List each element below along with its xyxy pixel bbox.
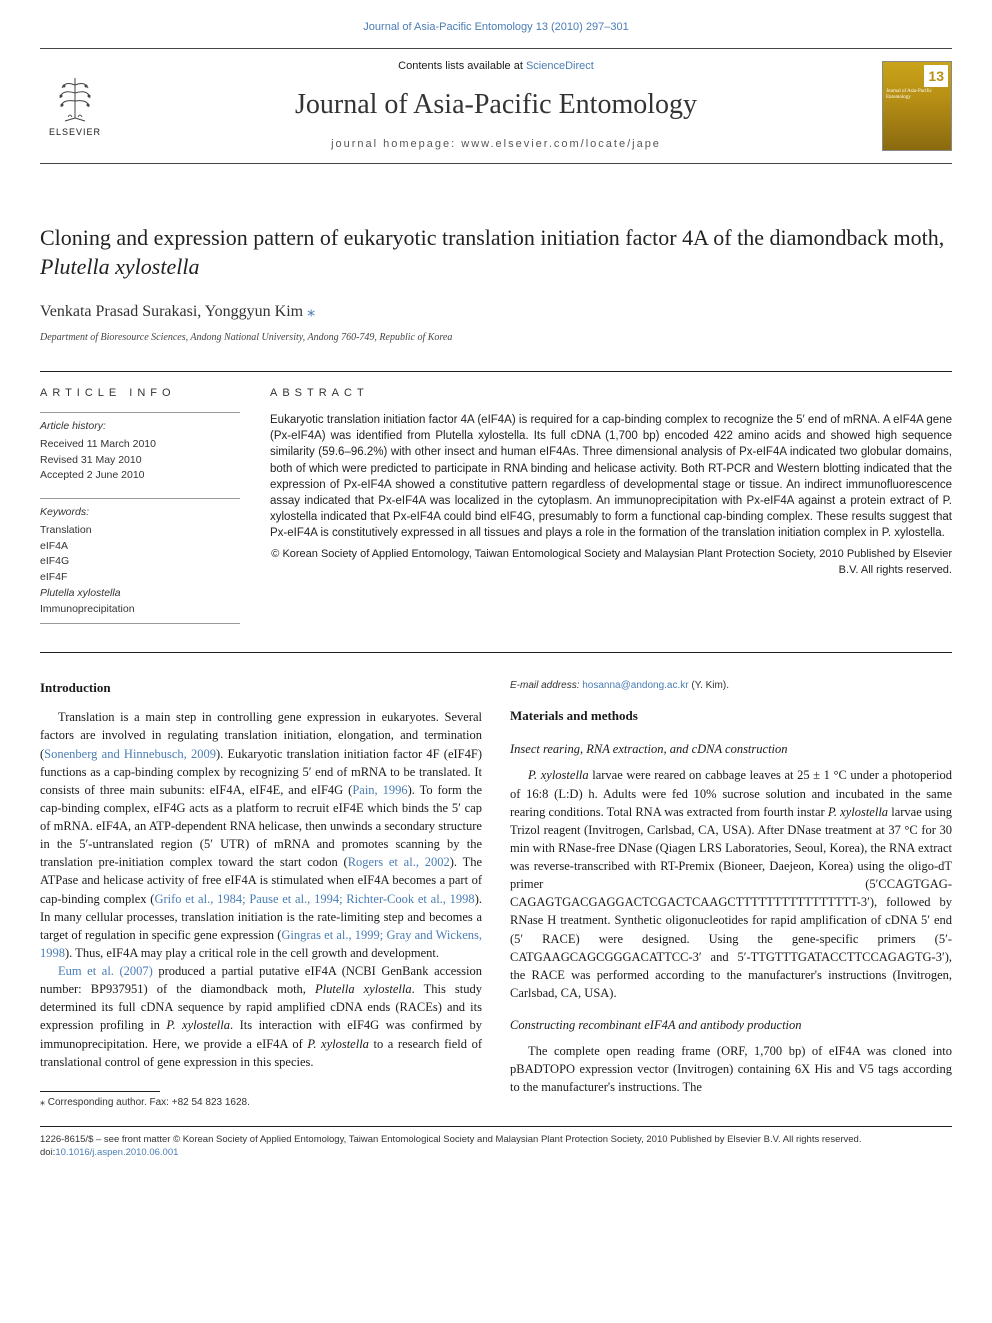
methods-sub2-paragraph: The complete open reading frame (ORF, 1,…: [510, 1042, 952, 1096]
article-info-heading: ARTICLE INFO: [40, 386, 240, 402]
bottom-metadata: 1226-8615/$ – see front matter © Korean …: [40, 1126, 952, 1160]
doi-prefix: doi:: [40, 1147, 55, 1158]
keyword-6: Immunoprecipitation: [40, 602, 240, 618]
front-matter-line: 1226-8615/$ – see front matter © Korean …: [40, 1133, 952, 1146]
info-abstract-row: ARTICLE INFO Article history: Received 1…: [40, 371, 952, 638]
ref-rogers[interactable]: Rogers et al., 2002: [348, 855, 450, 869]
footnote-email-line: E-mail address: hosanna@andong.ac.kr (Y.…: [510, 679, 952, 693]
keyword-1: Translation: [40, 523, 240, 539]
article-history-block: Article history: Received 11 March 2010 …: [40, 412, 240, 484]
keyword-4: eIF4F: [40, 570, 240, 586]
elsevier-logo: ELSEVIER: [40, 66, 110, 146]
sub1-species1: P. xylostella: [528, 768, 589, 782]
contents-prefix: Contents lists available at: [398, 60, 526, 72]
doi-line: doi:10.1016/j.aspen.2010.06.001: [40, 1146, 952, 1159]
intro-p2-species2: P. xylostella: [166, 1018, 230, 1032]
email-suffix: (Y. Kim).: [689, 680, 729, 691]
sub1-p1b: larvae using Trizol reagent (Invitrogen,…: [510, 805, 952, 1000]
cover-issue-number: 13: [924, 65, 948, 87]
intro-p2d: cipitation. Here, we provide a eIF4A of: [98, 1037, 308, 1051]
footnote-rule: [40, 1091, 160, 1092]
history-revised: Revised 31 May 2010: [40, 453, 240, 469]
abstract-heading: ABSTRACT: [270, 386, 952, 402]
journal-header-banner: ELSEVIER Contents lists available at Sci…: [40, 48, 952, 164]
methods-heading: Materials and methods: [510, 707, 952, 726]
abstract-column: ABSTRACT Eukaryotic translation initiati…: [270, 386, 952, 638]
keyword-5: Plutella xylostella: [40, 586, 240, 602]
intro-paragraph-1: Translation is a main step in controllin…: [40, 708, 482, 962]
footnote-corr: ⁎ Corresponding author. Fax: +82 54 823 …: [40, 1096, 482, 1110]
keyword-3: eIF4G: [40, 554, 240, 570]
banner-center: Contents lists available at ScienceDirec…: [126, 59, 866, 153]
journal-cover-thumbnail: 13 Journal of Asia-Pacific Entomology: [882, 61, 952, 151]
author-1: Venkata Prasad Surakasi: [40, 303, 197, 320]
keywords-block: Keywords: Translation eIF4A eIF4G eIF4F …: [40, 498, 240, 624]
authors-line: Venkata Prasad Surakasi, Yonggyun Kim ⁎: [40, 300, 952, 323]
ref-pain[interactable]: Pain, 1996: [352, 783, 407, 797]
elsevier-text: ELSEVIER: [49, 126, 101, 139]
methods-sub2-heading: Constructing recombinant eIF4A and antib…: [510, 1016, 952, 1034]
section-divider: [40, 652, 952, 653]
history-accepted: Accepted 2 June 2010: [40, 468, 240, 484]
abstract-copyright: © Korean Society of Applied Entomology, …: [270, 547, 952, 579]
intro-paragraph-2: Eum et al. (2007) produced a partial put…: [40, 962, 482, 1071]
abstract-text: Eukaryotic translation initiation factor…: [270, 412, 952, 541]
history-received: Received 11 March 2010: [40, 437, 240, 453]
ref-sonenberg[interactable]: Sonenberg and Hinnebusch, 2009: [44, 747, 216, 761]
intro-p2-species3: P. xylostella: [307, 1037, 369, 1051]
contents-available-line: Contents lists available at ScienceDirec…: [126, 59, 866, 75]
title-species: Plutella xylostella: [40, 254, 199, 279]
author-sep: ,: [197, 303, 204, 320]
ref-eum[interactable]: Eum et al. (2007): [58, 964, 153, 978]
doi-link[interactable]: 10.1016/j.aspen.2010.06.001: [55, 1147, 178, 1158]
article-title: Cloning and expression pattern of eukary…: [40, 224, 952, 281]
elsevier-tree-icon: [50, 73, 100, 123]
affiliation: Department of Bioresource Sciences, Ando…: [40, 331, 952, 346]
keyword-2: eIF4A: [40, 539, 240, 555]
intro-p1f: ). Thus, eIF4A may play a critical role …: [65, 946, 439, 960]
keywords-label: Keywords:: [40, 505, 240, 521]
journal-citation-top[interactable]: Journal of Asia-Pacific Entomology 13 (2…: [40, 20, 952, 36]
journal-homepage-line: journal homepage: www.elsevier.com/locat…: [126, 137, 866, 153]
history-label: Article history:: [40, 419, 240, 435]
methods-sub1-paragraph: P. xylostella larvae were reared on cabb…: [510, 766, 952, 1002]
article-body: Introduction Translation is a main step …: [40, 679, 952, 1109]
corresponding-mark[interactable]: ⁎: [303, 303, 315, 320]
introduction-heading: Introduction: [40, 679, 482, 698]
sub1-species2: P. xylostella: [828, 805, 888, 819]
ref-grifo[interactable]: Grifo et al., 1984; Pause et al., 1994; …: [154, 892, 474, 906]
email-label: E-mail address:: [510, 680, 582, 691]
author-2: Yonggyun Kim: [205, 303, 303, 320]
journal-name: Journal of Asia-Pacific Entomology: [126, 85, 866, 126]
cover-title-text: Journal of Asia-Pacific Entomology: [886, 89, 948, 100]
sub2-p1: The complete open reading frame (ORF, 1,…: [510, 1044, 952, 1094]
methods-sub1-heading: Insect rearing, RNA extraction, and cDNA…: [510, 740, 952, 758]
corresponding-email[interactable]: hosanna@andong.ac.kr: [582, 680, 688, 691]
homepage-prefix: journal homepage:: [331, 138, 461, 150]
article-info-column: ARTICLE INFO Article history: Received 1…: [40, 386, 240, 638]
sciencedirect-link[interactable]: ScienceDirect: [526, 60, 594, 72]
title-text: Cloning and expression pattern of eukary…: [40, 225, 944, 250]
homepage-url[interactable]: www.elsevier.com/locate/jape: [461, 138, 661, 150]
intro-p2-species: Plutella xylostella: [315, 982, 412, 996]
